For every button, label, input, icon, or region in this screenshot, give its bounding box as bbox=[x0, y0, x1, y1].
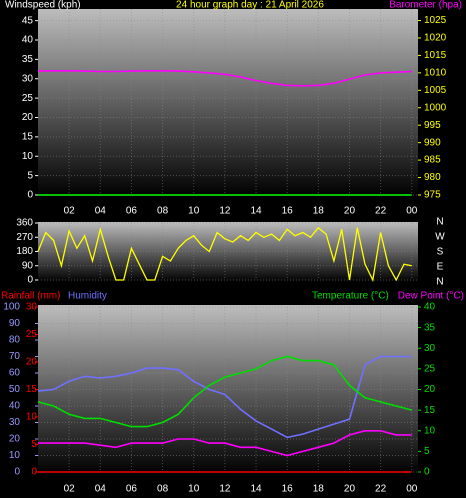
y-tick-label: 1005 bbox=[424, 85, 447, 96]
axis-title: Windspeed (kph) bbox=[5, 0, 81, 11]
y-tick-label: 15 bbox=[424, 405, 436, 416]
y-tick-label: 40 bbox=[22, 35, 34, 46]
direction-label: S bbox=[437, 247, 444, 258]
x-tick-label: 04 bbox=[95, 206, 107, 217]
x-tick-label: 18 bbox=[313, 484, 325, 495]
y-tick-label: 45 bbox=[22, 15, 34, 26]
y-tick-label: 50 bbox=[9, 384, 21, 395]
y-tick-label: 5 bbox=[27, 170, 33, 181]
y-tick-label: 15 bbox=[26, 384, 38, 395]
y-tick-label: 100 bbox=[3, 302, 20, 313]
x-tick-label: 10 bbox=[188, 206, 200, 217]
y-tick-label: 360 bbox=[16, 218, 33, 229]
x-tick-label: 20 bbox=[344, 206, 356, 217]
x-tick-label: 12 bbox=[219, 484, 231, 495]
y-tick-label: 270 bbox=[16, 232, 33, 243]
y-tick-label: 20 bbox=[26, 357, 38, 368]
x-tick-label: 14 bbox=[250, 484, 262, 495]
y-tick-label: 10 bbox=[424, 425, 436, 436]
y-tick-label: 30 bbox=[424, 343, 436, 354]
x-tick-label: 16 bbox=[282, 206, 294, 217]
y-tick-label: 30 bbox=[26, 302, 38, 313]
y-tick-label: 180 bbox=[16, 246, 33, 257]
x-tick-label: 22 bbox=[375, 484, 387, 495]
y-tick-label: 90 bbox=[22, 260, 34, 271]
x-tick-label: 22 bbox=[375, 206, 387, 217]
chart-title: 24 hour graph day : 21 April 2026 bbox=[176, 0, 324, 11]
y-tick-label: 1025 bbox=[424, 15, 447, 26]
y-tick-label: 980 bbox=[424, 172, 441, 183]
y-tick-label: 20 bbox=[424, 384, 436, 395]
x-tick-label: 16 bbox=[282, 484, 294, 495]
x-tick-label: 02 bbox=[64, 206, 76, 217]
x-tick-label: 08 bbox=[157, 484, 169, 495]
y-tick-label: 0 bbox=[14, 467, 20, 478]
y-tick-label: 15 bbox=[22, 132, 34, 143]
data-line bbox=[38, 430, 412, 457]
direction-label: E bbox=[437, 262, 444, 273]
data-line bbox=[37, 70, 412, 87]
axis-title: Dew Point (°C) bbox=[398, 291, 464, 302]
x-tick-label: 20 bbox=[344, 484, 356, 495]
y-tick-label: 10 bbox=[26, 412, 38, 423]
y-tick-label: 5 bbox=[31, 439, 37, 450]
y-tick-label: 1010 bbox=[424, 68, 447, 79]
x-tick-label: 06 bbox=[126, 206, 138, 217]
direction-label: N bbox=[436, 277, 443, 288]
direction-label: W bbox=[435, 232, 445, 243]
y-tick-label: 0 bbox=[27, 190, 33, 201]
y-tick-label: 20 bbox=[9, 434, 21, 445]
y-tick-label: 25 bbox=[26, 329, 38, 340]
x-tick-label: 12 bbox=[219, 206, 231, 217]
y-tick-label: 30 bbox=[9, 417, 21, 428]
y-tick-label: 0 bbox=[31, 467, 37, 478]
axis-title: Humidity bbox=[68, 291, 107, 302]
data-line bbox=[37, 355, 413, 428]
y-tick-label: 25 bbox=[424, 364, 436, 375]
y-tick-label: 40 bbox=[424, 302, 436, 313]
direction-label: N bbox=[436, 217, 443, 228]
x-tick-label: 18 bbox=[313, 206, 325, 217]
x-tick-label: 02 bbox=[64, 484, 76, 495]
y-tick-label: 975 bbox=[424, 190, 441, 201]
y-tick-label: 70 bbox=[9, 351, 21, 362]
y-tick-label: 995 bbox=[424, 120, 441, 131]
axis-title: Rainfall (mm) bbox=[1, 291, 60, 302]
x-tick-label: 00 bbox=[406, 484, 418, 495]
y-tick-label: 40 bbox=[9, 401, 21, 412]
axis-title: Temperature (°C) bbox=[312, 291, 389, 302]
y-tick-label: 80 bbox=[9, 335, 21, 346]
x-tick-label: 14 bbox=[250, 206, 262, 217]
y-tick-label: 25 bbox=[22, 93, 34, 104]
y-tick-label: 985 bbox=[424, 155, 441, 166]
y-tick-label: 35 bbox=[22, 54, 34, 65]
y-tick-label: 1020 bbox=[424, 33, 447, 44]
y-tick-label: 0 bbox=[424, 467, 430, 478]
y-tick-label: 1015 bbox=[424, 50, 447, 61]
y-tick-label: 10 bbox=[9, 450, 21, 461]
data-line bbox=[37, 226, 412, 283]
plot-area bbox=[38, 9, 418, 197]
data-line bbox=[37, 355, 412, 439]
x-tick-label: 04 bbox=[95, 484, 107, 495]
x-tick-label: 06 bbox=[126, 484, 138, 495]
y-tick-label: 10 bbox=[22, 151, 34, 162]
x-tick-label: 00 bbox=[406, 206, 418, 217]
y-tick-label: 90 bbox=[9, 318, 21, 329]
y-tick-label: 30 bbox=[22, 73, 34, 84]
y-tick-label: 1000 bbox=[424, 102, 447, 113]
y-tick-label: 20 bbox=[22, 112, 34, 123]
x-tick-label: 08 bbox=[157, 206, 169, 217]
y-tick-label: 35 bbox=[424, 322, 436, 333]
axis-title: Barometer (hpa) bbox=[389, 0, 462, 11]
x-tick-label: 10 bbox=[188, 484, 200, 495]
y-tick-label: 0 bbox=[27, 275, 33, 286]
y-tick-label: 990 bbox=[424, 137, 441, 148]
y-tick-label: 5 bbox=[424, 446, 430, 457]
y-tick-label: 60 bbox=[9, 368, 21, 379]
